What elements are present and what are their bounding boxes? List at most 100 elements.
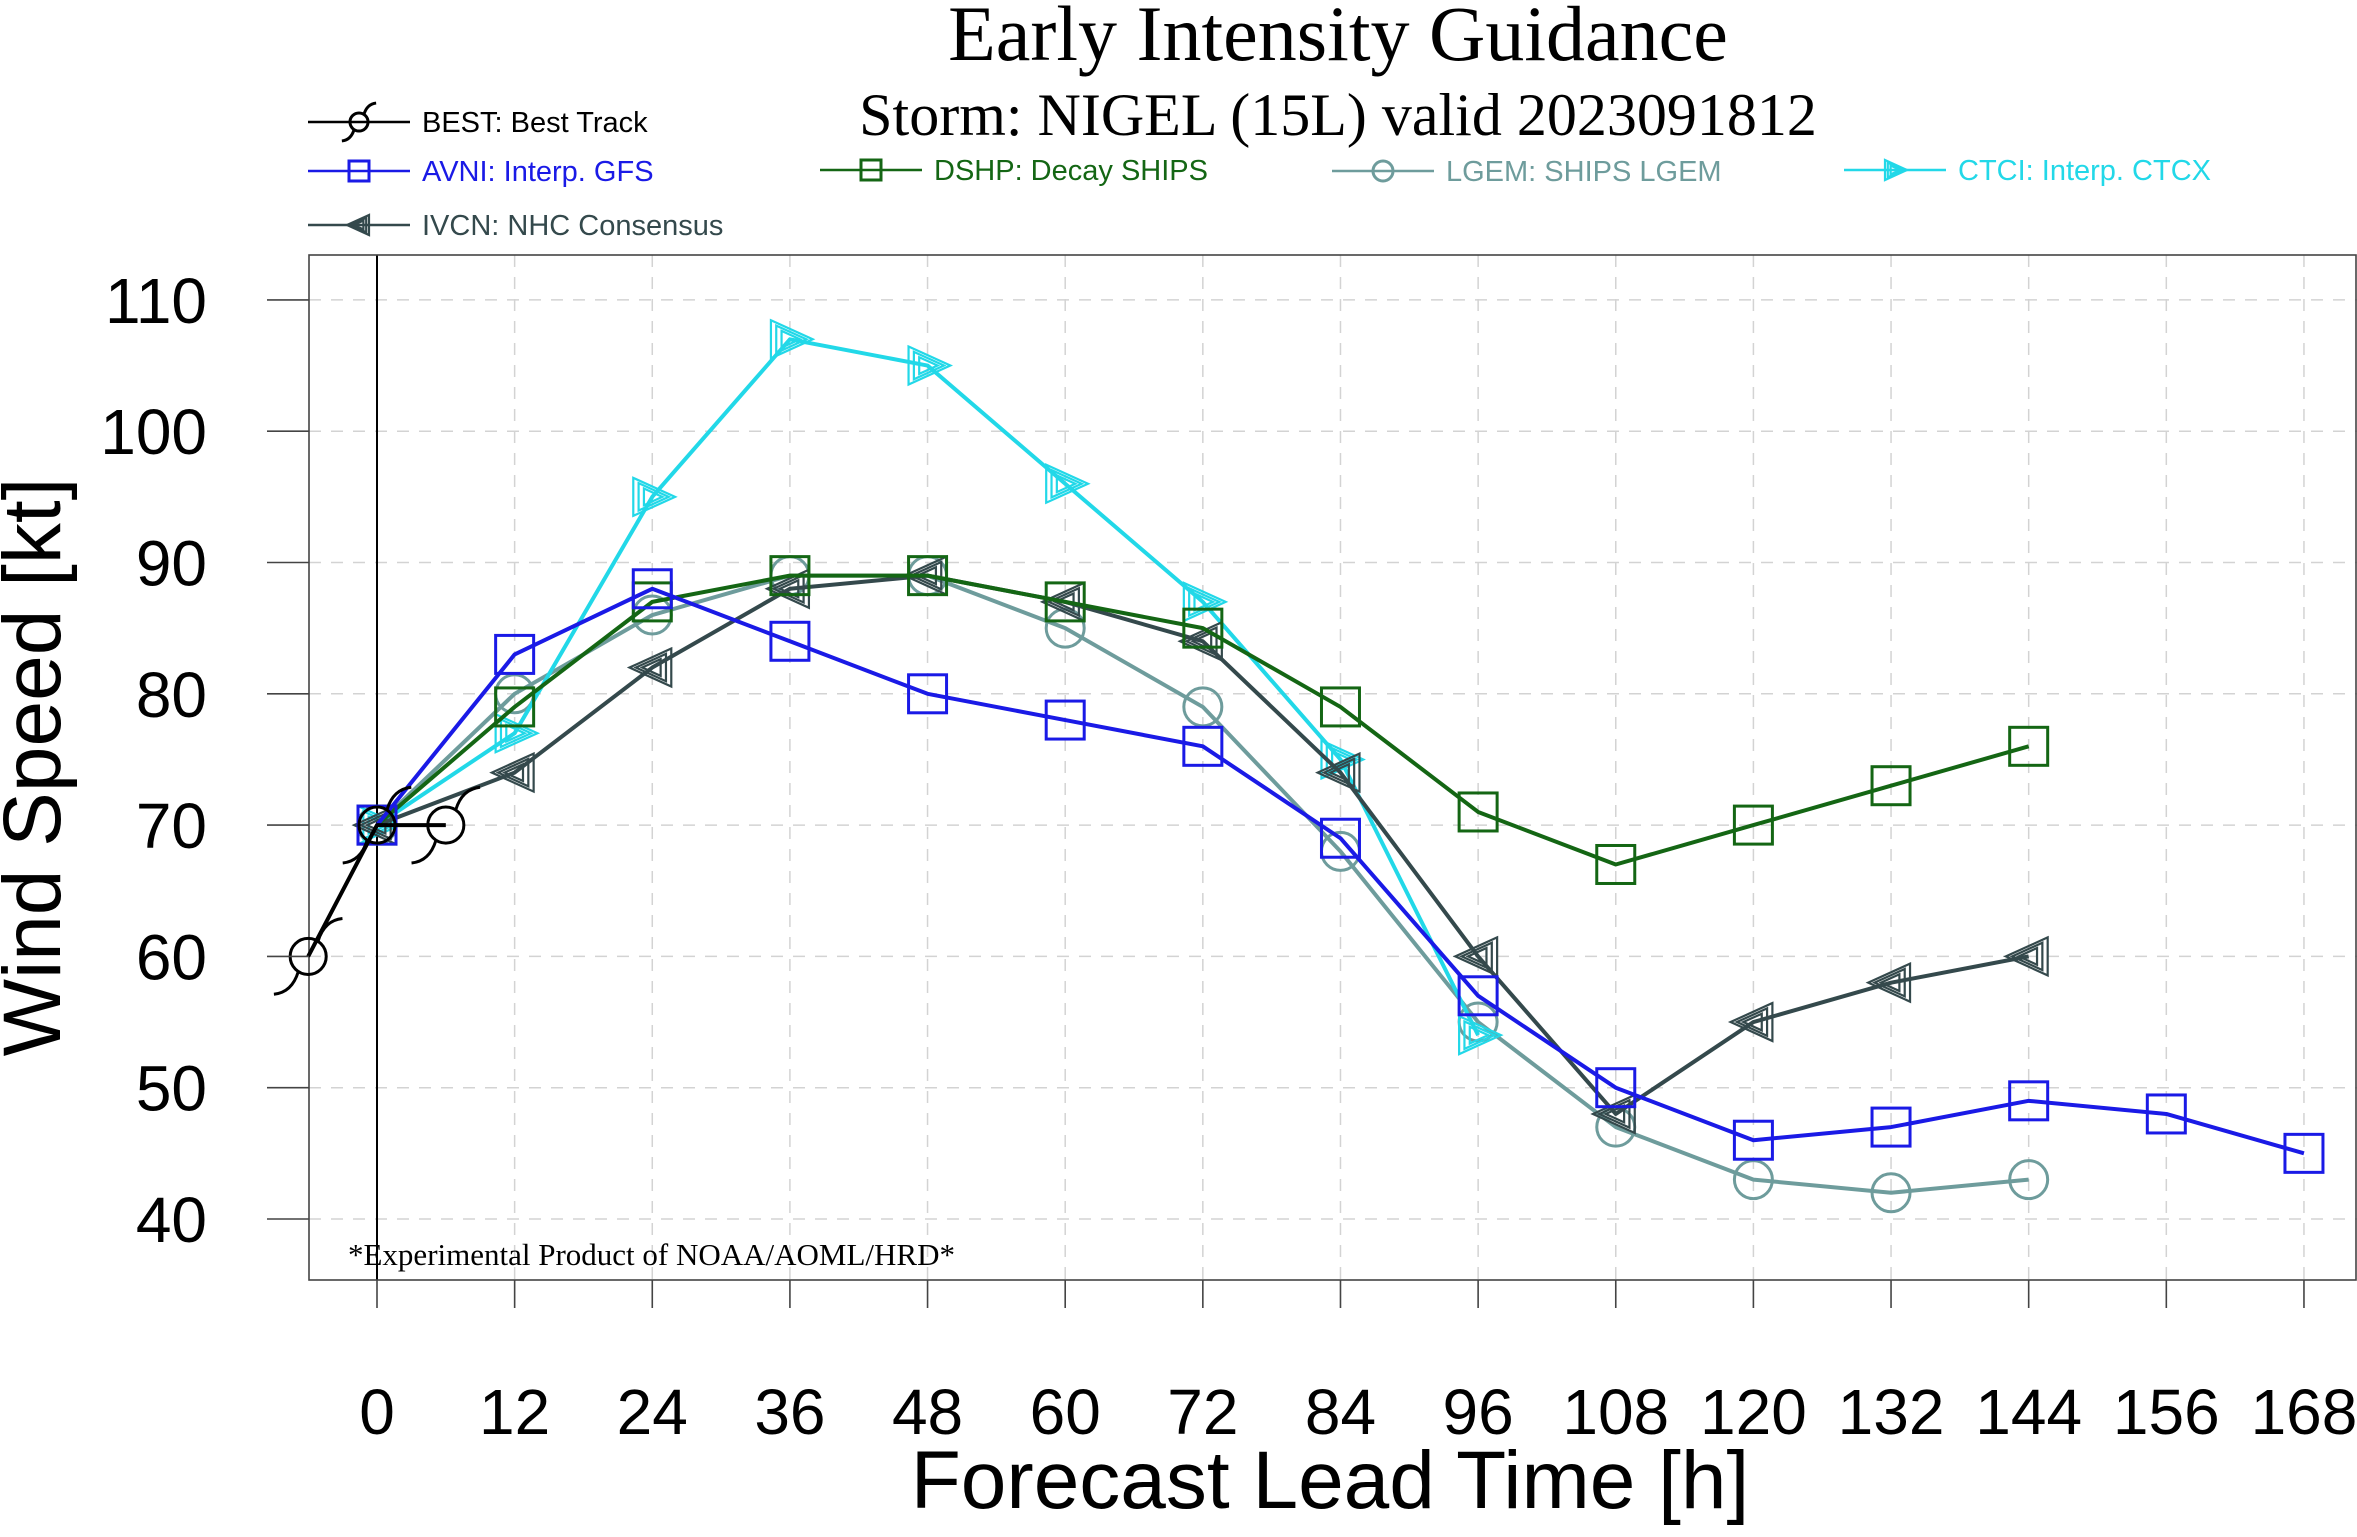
series-line-best bbox=[306, 823, 446, 958]
legend-item-avni: AVNI: Interp. GFS bbox=[308, 156, 654, 188]
y-tick-label: 80 bbox=[136, 659, 207, 731]
legend-item-ctci: CTCI: Interp. CTCX bbox=[1844, 155, 2211, 187]
x-tick-label: 36 bbox=[754, 1376, 825, 1448]
legend-label-lgem: LGEM: SHIPS LGEM bbox=[1446, 156, 1722, 188]
x-axis-ticks: 0 12 24 36 48 60 72 84 96 108 120 132 144 156 168 bbox=[359, 1280, 2357, 1448]
data-point-ivcn bbox=[1315, 751, 1361, 794]
legend-label-avni: AVNI: Interp. GFS bbox=[422, 156, 654, 188]
data-point-ctci bbox=[1045, 463, 1091, 505]
x-tick-label: 72 bbox=[1167, 1376, 1238, 1448]
series-ctci bbox=[356, 318, 1504, 1056]
chart-subtitle: Storm: NIGEL (15L) valid 2023091812 bbox=[859, 82, 1817, 148]
series-line-ctci bbox=[375, 337, 1480, 1037]
data-point-dshp bbox=[494, 686, 536, 728]
data-point-ivcn bbox=[2003, 935, 2049, 978]
series-line-avni bbox=[375, 586, 2305, 1156]
x-tick-label: 96 bbox=[1443, 1376, 1514, 1448]
series-line-ivcn bbox=[376, 573, 2030, 1116]
legend-label-ivcn: IVCN: NHC Consensus bbox=[422, 210, 723, 242]
x-tick-label: 108 bbox=[1562, 1376, 1669, 1448]
footnote: *Experimental Product of NOAA/AOML/HRD* bbox=[348, 1237, 955, 1272]
series-layer bbox=[273, 318, 2325, 1214]
series-ivcn bbox=[351, 554, 2049, 1135]
data-point-dshp bbox=[1044, 581, 1086, 623]
legend-marker-best bbox=[341, 101, 377, 143]
x-tick-label: 132 bbox=[1838, 1376, 1945, 1448]
legend-item-best: BEST: Best Track bbox=[308, 101, 648, 143]
legend-label-ctci: CTCI: Interp. CTCX bbox=[1958, 155, 2211, 187]
series-avni bbox=[356, 568, 2325, 1174]
x-tick-label: 168 bbox=[2251, 1376, 2357, 1448]
plot-frame bbox=[308, 254, 2357, 1281]
data-point-avni bbox=[1595, 1067, 1637, 1109]
data-point-avni bbox=[631, 568, 673, 610]
legend: BEST: Best Track AVNI: Interp. GFS DSHP: D… bbox=[308, 101, 2211, 242]
data-point-avni bbox=[1319, 817, 1361, 859]
data-point-avni bbox=[2283, 1132, 2325, 1174]
chart-title: Early Intensity Guidance bbox=[948, 0, 1728, 77]
x-axis-label: Forecast Lead Time [h] bbox=[911, 1435, 1750, 1526]
data-point-ivcn bbox=[1727, 1001, 1774, 1043]
legend-marker-dshp bbox=[859, 158, 883, 182]
data-point-avni bbox=[1182, 725, 1224, 767]
series-line-lgem bbox=[375, 573, 2029, 1195]
y-tick-label: 100 bbox=[100, 396, 207, 468]
data-point-lgem bbox=[1870, 1172, 1912, 1214]
data-point-best bbox=[411, 785, 481, 865]
data-point-best bbox=[342, 785, 412, 865]
data-point-lgem bbox=[2008, 1159, 2050, 1201]
data-point-ivcn bbox=[489, 751, 535, 794]
data-point-dshp bbox=[769, 555, 811, 597]
data-point-avni bbox=[907, 673, 949, 715]
legend-label-dshp: DSHP: Decay SHIPS bbox=[934, 155, 1208, 187]
x-tick-label: 144 bbox=[1975, 1376, 2082, 1448]
y-tick-label: 40 bbox=[136, 1184, 207, 1256]
legend-marker-ctci bbox=[1883, 158, 1910, 182]
legend-item-lgem: LGEM: SHIPS LGEM bbox=[1332, 156, 1722, 188]
legend-label-best: BEST: Best Track bbox=[422, 107, 648, 139]
data-point-ivcn bbox=[1452, 935, 1499, 978]
x-tick-label: 12 bbox=[479, 1376, 550, 1448]
data-point-avni bbox=[494, 633, 536, 675]
data-point-ctci bbox=[632, 476, 678, 518]
y-tick-label: 110 bbox=[105, 265, 207, 337]
data-point-ivcn bbox=[626, 646, 673, 689]
x-tick-label: 60 bbox=[1030, 1376, 1101, 1448]
x-tick-label: 24 bbox=[617, 1376, 688, 1448]
data-point-ctci bbox=[769, 318, 816, 360]
x-tick-label: 48 bbox=[892, 1376, 963, 1448]
data-point-dshp bbox=[1182, 607, 1224, 649]
data-point-avni bbox=[1870, 1106, 1912, 1148]
legend-marker-lgem bbox=[1371, 159, 1395, 183]
data-point-dshp bbox=[1595, 843, 1637, 885]
series-line-dshp bbox=[375, 573, 2030, 867]
x-tick-label: 84 bbox=[1305, 1376, 1376, 1448]
data-point-avni bbox=[769, 620, 811, 662]
series-best bbox=[273, 785, 481, 996]
data-point-dshp bbox=[1870, 765, 1912, 807]
data-point-avni bbox=[2008, 1080, 2050, 1122]
x-tick-label: 120 bbox=[1700, 1376, 1807, 1448]
data-point-dshp bbox=[1732, 804, 1774, 846]
data-point-ivcn bbox=[1865, 961, 1912, 1004]
data-point-dshp bbox=[1457, 791, 1499, 833]
data-point-dshp bbox=[2008, 725, 2050, 767]
data-point-dshp bbox=[1319, 686, 1361, 728]
legend-item-ivcn: IVCN: NHC Consensus bbox=[308, 210, 723, 242]
y-tick-label: 70 bbox=[136, 790, 207, 862]
data-point-avni bbox=[1044, 699, 1086, 741]
x-tick-label: 156 bbox=[2113, 1376, 2220, 1448]
data-point-dshp bbox=[907, 555, 949, 597]
y-tick-label: 50 bbox=[136, 1053, 207, 1125]
y-axis-label: Wind Speed [kt] bbox=[0, 478, 78, 1057]
data-point-avni bbox=[1457, 975, 1499, 1017]
data-point-ctci bbox=[907, 344, 954, 387]
data-point-avni bbox=[2145, 1093, 2187, 1135]
x-tick-label: 0 bbox=[359, 1376, 395, 1448]
y-tick-label: 60 bbox=[136, 921, 207, 993]
legend-item-dshp: DSHP: Decay SHIPS bbox=[820, 155, 1208, 187]
legend-marker-avni bbox=[347, 159, 371, 183]
y-axis-ticks: 40 50 60 70 80 90 100 110 bbox=[100, 265, 309, 1256]
